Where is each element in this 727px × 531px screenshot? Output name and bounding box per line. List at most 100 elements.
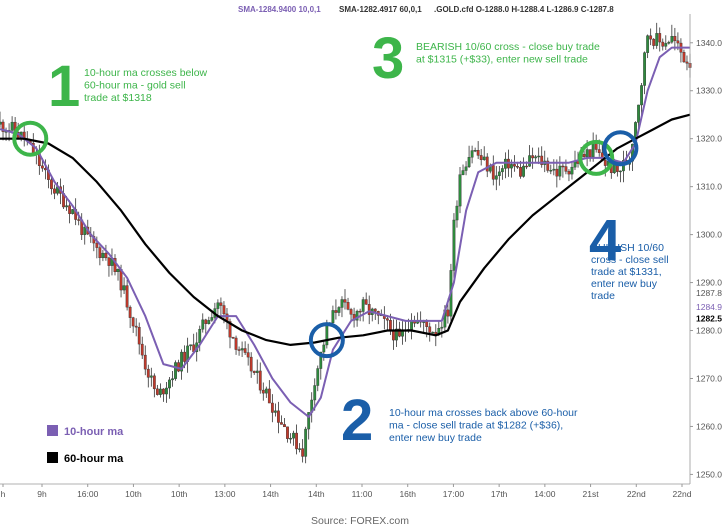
moving-average-lines [0,46,691,418]
candle-body [261,389,265,394]
x-tick-label: 22nd [673,489,692,499]
candle-body [503,158,507,169]
axes: 1250.01260.01270.01280.01290.01300.01310… [0,14,722,499]
candle-body [165,387,168,395]
annotation-text-1: 60-hour ma - gold sell [84,80,186,92]
candle-body [525,165,528,168]
candle-body [364,299,368,305]
legend-swatch-0 [47,425,58,436]
candle-body [267,388,271,404]
candle-body [458,174,462,207]
candle-body [428,326,432,333]
candle-body [146,368,150,378]
candle-body [640,85,643,106]
candle-body [264,388,268,394]
annotation-number-1: 1 [48,54,80,119]
candle-body [216,302,220,309]
annotation-number-4: 4 [589,208,621,273]
annotation-text-1: trade at $1318 [84,92,152,104]
candle-body [540,155,544,165]
x-tick-label: 21st [583,489,600,499]
candle-body [177,362,180,372]
y-tick-label: 1290.0 [696,278,722,288]
cross-circles [12,120,639,359]
candle-body [286,426,289,439]
candles [0,22,692,464]
candle-body [528,155,532,167]
candle-body [618,170,622,173]
header-text-0: SMA-1284.9400 10,0,1 [238,5,321,14]
candle-body [270,402,274,413]
candle-body [410,321,413,330]
candle-body [652,38,656,46]
candle-body [516,166,519,168]
candle-body [398,328,401,337]
candle-body [280,422,283,425]
candle-body [395,328,398,341]
candle-body [464,166,468,171]
candle-body [452,219,456,271]
candle-body [128,306,132,318]
legend-label-1: 60-hour ma [64,453,124,465]
candle-body [198,328,202,344]
candle-body [667,41,671,44]
candle-body [461,170,465,175]
price-label-1: 1284.9 [696,302,722,312]
candle-body [204,319,208,324]
candle-body [519,167,522,177]
candle-body [237,349,241,351]
candle-body [180,351,183,372]
annotation-text-2: 10-hour ma crosses back above 60-hour [389,407,578,419]
price-label-0: 1287.8 [696,288,722,298]
candle-body [65,205,68,208]
candle-body [222,305,226,315]
candle-body [500,168,504,173]
y-tick-label: 1270.0 [696,373,722,383]
candle-body [388,320,392,331]
candle-body [131,317,135,327]
candle-body [143,354,147,370]
candle-body [258,370,262,391]
x-tick-label: 9h [37,489,47,499]
candle-body [537,155,541,158]
header-text-1: SMA-1282.4917 60,0,1 [339,5,422,14]
candle-body [325,325,329,346]
cross-circle-2 [578,139,615,176]
candle-body [676,40,680,44]
candle-body [497,171,501,176]
candle-body [588,149,592,158]
candle-body [116,268,120,273]
candle-body [522,165,525,177]
candle-body [292,432,295,439]
candle-body [482,156,486,160]
candle-body [355,310,359,321]
candle-body [476,150,480,156]
annotation-text-3: BEARISH 10/60 cross - close buy trade [416,41,600,53]
candle-body [440,326,444,329]
candle-body [316,368,320,386]
candle-body [155,388,159,395]
candle-body [183,351,187,362]
series-line-10-hour-ma [0,46,690,418]
annotation-text-2: enter new buy trade [389,432,482,444]
candle-body [534,156,538,159]
candle-body [307,412,311,430]
x-tick-label: 10th [125,489,142,499]
candle-body [10,121,14,131]
candle-body [240,348,244,351]
candle-body [485,156,489,172]
x-tick-label: 16:00 [77,489,99,499]
x-tick-label: 16th [399,489,416,499]
legend-swatch-1 [47,452,58,463]
candle-body [246,352,250,358]
candle-body [228,321,232,338]
candle-body [289,437,292,440]
candle-body [425,321,429,328]
candle-body [168,379,171,389]
y-tick-label: 1330.0 [696,86,722,96]
candle-body [313,385,317,401]
candle-body [171,378,174,381]
candle-body [346,302,350,310]
